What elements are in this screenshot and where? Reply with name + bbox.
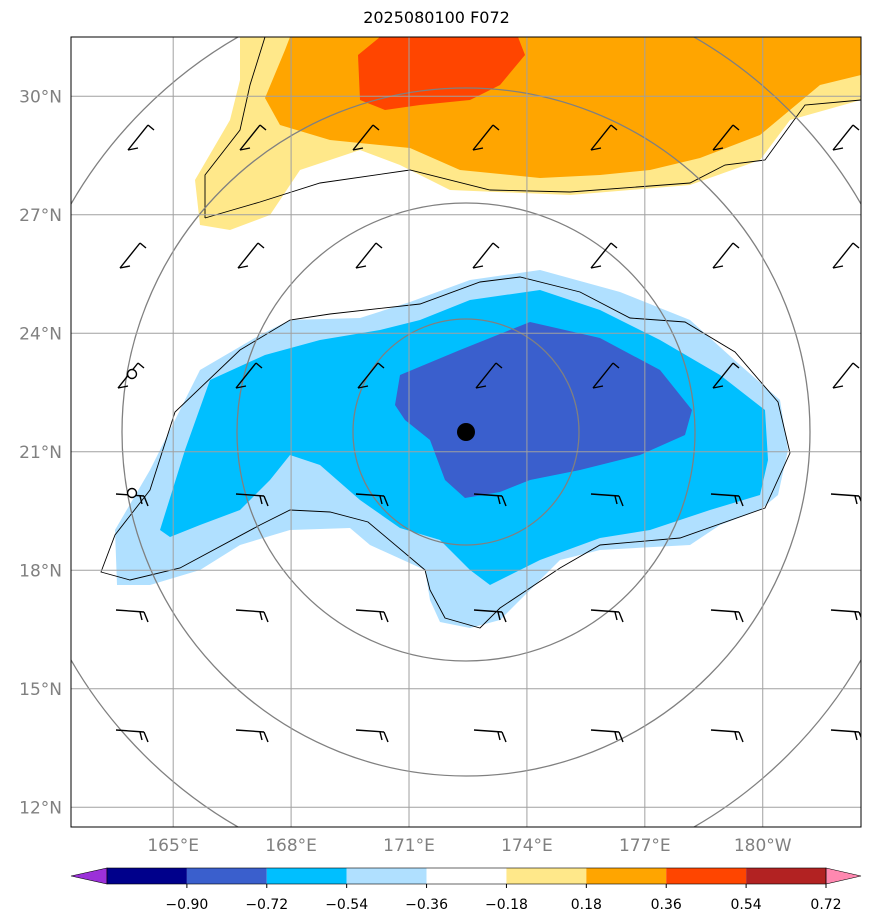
colorbar-segment [426, 868, 507, 884]
wind-barb [115, 729, 149, 743]
range-ring-3 [121, 87, 811, 777]
wind-barb [710, 729, 744, 743]
contour-positive [204, 37, 861, 219]
longitude-label: 171°E [383, 836, 435, 856]
wind-barb [712, 242, 740, 269]
colorbar-segment [346, 868, 427, 884]
wind-barb [473, 493, 507, 507]
wind-barb [592, 362, 620, 389]
longitude-label: 180°W [734, 836, 792, 856]
wind-barb [473, 729, 507, 743]
colorbar-label: −0.18 [485, 897, 528, 913]
wind-barb [235, 609, 269, 623]
wind-barb [590, 242, 618, 269]
wind-barb [832, 124, 860, 151]
longitude-label: 177°E [619, 836, 671, 856]
range-rings [71, 37, 861, 827]
wind-barb [355, 242, 383, 269]
negative-anomaly-strong [395, 322, 692, 498]
latitude-label: 18°N [19, 561, 62, 581]
wind-barb [119, 242, 147, 269]
wind-barb [115, 609, 149, 623]
map-title: 2025080100 F072 [363, 8, 510, 27]
colorbar-segment [666, 868, 747, 884]
colorbar-labels: −0.90 −0.72 −0.54 −0.36 −0.18 0.18 0.36 0.54 0.7… [165, 884, 842, 913]
wind-barb [830, 493, 861, 505]
latitude-label: 12°N [19, 798, 62, 818]
wind-barb [235, 362, 263, 389]
colorbar-outline [106, 867, 827, 885]
wind-barb [355, 729, 389, 743]
storm-center-marker [457, 423, 475, 441]
wind-barb [590, 609, 624, 623]
latitude-label: 27°N [19, 206, 62, 226]
latitude-label: 30°N [19, 87, 62, 107]
colorbar-label: −0.36 [405, 897, 448, 913]
wind-barbs [115, 124, 861, 743]
colorbar [70, 867, 862, 885]
map-frame [70, 36, 862, 828]
latitude-label: 15°N [19, 680, 62, 700]
longitude-labels: 165°E 168°E 171°E 174°E 177°E 180°W [147, 836, 791, 856]
wind-barb [590, 493, 624, 507]
colorbar-segment [107, 868, 187, 884]
wind-barb [832, 242, 860, 269]
positive-anomaly-medium [265, 37, 861, 178]
range-ring-1 [352, 318, 580, 546]
wind-barb [239, 124, 267, 151]
colorbar-label: −0.90 [165, 897, 208, 913]
colorbar-label: −0.72 [245, 897, 288, 913]
colorbar-label: 0.72 [810, 897, 841, 913]
wind-barb [710, 609, 744, 623]
wind-barb [475, 362, 503, 389]
wind-barb [473, 609, 507, 623]
calm-marker-1 [126, 368, 138, 380]
wind-barb [590, 729, 624, 743]
wind-barb [830, 729, 861, 741]
wind-barb [472, 242, 500, 269]
colorbar-label: 0.54 [731, 897, 762, 913]
wind-barb [235, 493, 269, 507]
latitude-labels: 30°N 27°N 24°N 21°N 18°N 15°N 12°N [19, 87, 62, 818]
wind-barb [830, 609, 861, 621]
map-plot-area [71, 37, 861, 827]
range-ring-2 [236, 202, 696, 662]
colorbar-segment [586, 868, 667, 884]
wind-barb [237, 242, 265, 269]
colorbar-segment [746, 868, 826, 884]
longitude-label: 165°E [147, 836, 199, 856]
calm-marker-2 [126, 487, 138, 499]
wind-barb [712, 362, 740, 389]
wind-barb [712, 124, 740, 151]
colorbar-extend-max [825, 867, 862, 885]
wind-barb [832, 362, 860, 389]
latitude-label: 24°N [19, 324, 62, 344]
wind-barb [357, 362, 385, 389]
colorbar-label: −0.54 [325, 897, 368, 913]
colorbar-extend-min [70, 867, 108, 885]
longitude-label: 174°E [501, 836, 553, 856]
wind-barb [127, 124, 155, 151]
longitude-label: 168°E [265, 836, 317, 856]
latitude-label: 21°N [19, 443, 62, 463]
wind-barb [355, 609, 389, 623]
wind-barb [472, 124, 500, 151]
contour-negative [100, 276, 791, 629]
wind-barb [355, 493, 389, 507]
wind-barb [352, 124, 380, 151]
wind-barb [590, 124, 618, 151]
wind-barb [235, 729, 269, 743]
colorbar-label: 0.36 [651, 897, 682, 913]
colorbar-segment [266, 868, 347, 884]
colorbar-label: 0.18 [571, 897, 602, 913]
gridlines [71, 37, 861, 827]
wind-barb [710, 493, 744, 507]
colorbar-segment [186, 868, 267, 884]
colorbar-segment [506, 868, 587, 884]
positive-anomaly-strong [358, 37, 525, 110]
